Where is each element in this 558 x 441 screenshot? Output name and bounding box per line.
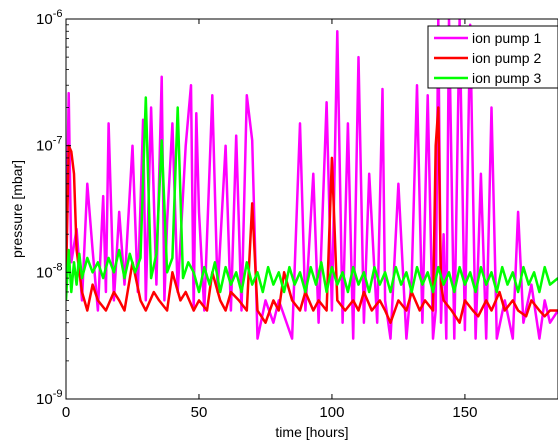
- legend: ion pump 1 ion pump 2 ion pump 3: [427, 25, 558, 89]
- legend-label: ion pump 2: [472, 50, 541, 66]
- plot-frame: [65, 18, 558, 400]
- series-line-ion-pump-3: [66, 96, 558, 301]
- x-tick-label: 50: [191, 404, 208, 421]
- y-tick-label: 10-6: [36, 8, 62, 28]
- y-tick-label: 10-8: [36, 261, 62, 281]
- x-tick-label: 0: [62, 404, 70, 421]
- y-tick-label: 10-9: [36, 388, 62, 408]
- x-tick-label: 100: [319, 404, 344, 421]
- legend-item-ion-pump-1: ion pump 1: [434, 30, 541, 46]
- x-axis-label: time [hours]: [275, 424, 348, 440]
- legend-item-ion-pump-3: ion pump 3: [434, 70, 541, 86]
- y-axis-label: pressure [mbar]: [9, 160, 25, 258]
- ticks-layer: 0 50 100 150 10-9 10-8 10-7 10-6: [36, 8, 477, 421]
- x-tick-label: 150: [452, 404, 477, 421]
- legend-item-ion-pump-2: ion pump 2: [434, 50, 541, 66]
- legend-label: ion pump 1: [472, 30, 541, 46]
- legend-label: ion pump 3: [472, 70, 541, 86]
- series-layer: [66, 19, 558, 340]
- y-tick-label: 10-7: [36, 135, 62, 155]
- series-line-ion-pump-1: [66, 19, 558, 340]
